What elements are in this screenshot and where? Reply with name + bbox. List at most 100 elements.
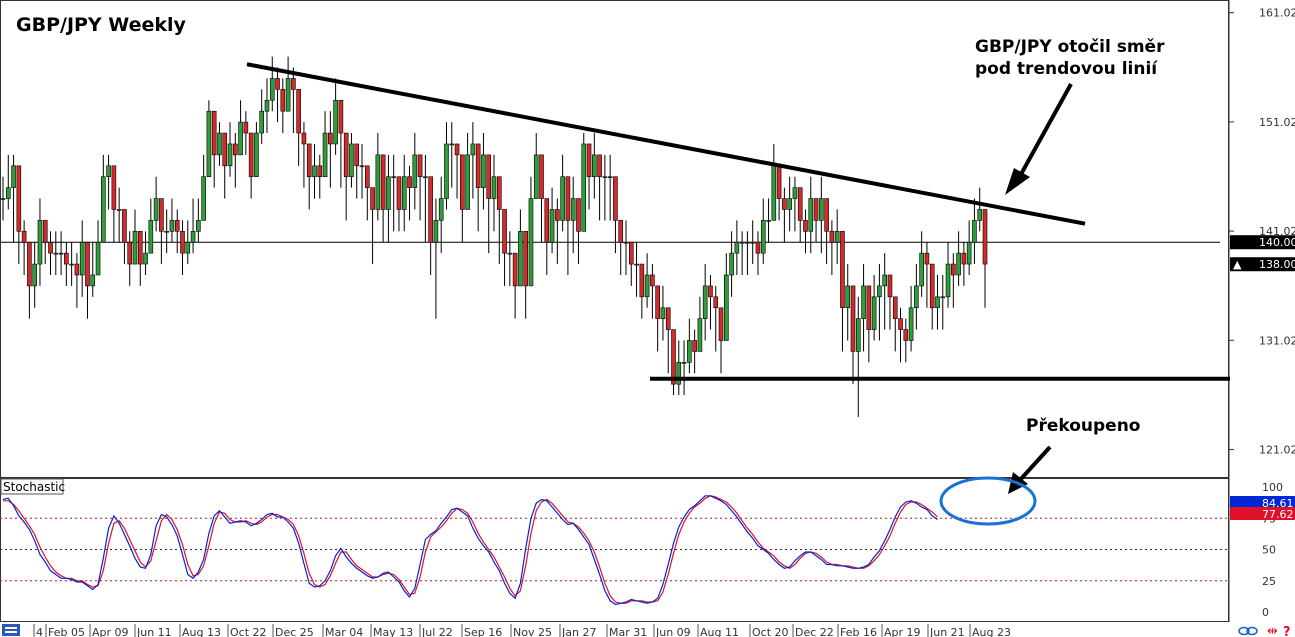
candles	[0, 56, 988, 417]
candle	[877, 264, 882, 341]
trend-annotation-arrow	[1018, 83, 1073, 177]
candle	[248, 132, 254, 199]
trend-line	[246, 62, 1086, 226]
candle-body	[433, 220, 439, 243]
menu-icon[interactable]	[2, 624, 20, 636]
candle-body	[16, 165, 22, 232]
candle	[713, 285, 719, 352]
candle-body	[53, 252, 59, 255]
candle-body	[132, 231, 138, 265]
candle	[74, 253, 80, 308]
date-tick-label: Apr 19	[884, 626, 921, 637]
candle-body	[650, 274, 655, 287]
candle-body	[27, 241, 32, 287]
candle-body	[523, 231, 528, 287]
candle-body	[877, 285, 882, 298]
candle-body	[750, 241, 755, 244]
price-tick-label: 151.02	[1259, 116, 1295, 129]
candle-body	[396, 176, 402, 210]
link-icon[interactable]	[1238, 626, 1258, 636]
candle	[285, 56, 291, 112]
stochastic-tick-label: 0	[1262, 606, 1269, 619]
stochastic-value-text: 84.61	[1262, 497, 1294, 510]
date-tick-label: May 13	[373, 626, 413, 637]
candle-body	[697, 318, 703, 352]
price-label-text: 138.00	[1259, 258, 1295, 271]
candle	[333, 78, 338, 155]
candle	[750, 220, 755, 265]
candle-body	[153, 198, 159, 221]
candle	[787, 176, 792, 232]
candle	[27, 241, 32, 319]
candle	[201, 154, 206, 221]
candle	[586, 143, 592, 210]
candle	[206, 100, 212, 178]
date-tick-label: Dec 22	[795, 626, 834, 637]
candle-body	[111, 165, 117, 210]
candle	[502, 209, 507, 286]
candle-body	[122, 209, 127, 243]
candle-body	[898, 318, 903, 330]
trend-annotation-line: GBP/JPY otočil směr	[975, 37, 1165, 57]
date-tick-label: Mar 04	[325, 626, 363, 637]
candle-body	[460, 154, 465, 210]
stochastic-tick-label: 50	[1262, 544, 1276, 557]
price-tick-label: 161.02	[1259, 7, 1295, 20]
date-tick-label: Mar 31	[609, 626, 647, 637]
candle-body	[444, 143, 449, 199]
date-tick-label: Nov 25	[513, 626, 552, 637]
candle	[560, 154, 565, 232]
candle-body	[829, 231, 835, 243]
candle-body	[64, 252, 69, 265]
candle-body	[718, 307, 724, 341]
candle-body	[560, 176, 565, 221]
candle-body	[549, 209, 555, 243]
candle	[11, 154, 16, 243]
price-tick-label: 141.02	[1259, 225, 1295, 238]
candle	[597, 154, 602, 221]
candle-body	[692, 340, 697, 352]
candle	[190, 198, 196, 254]
candle-body	[322, 132, 328, 178]
date-tick-label: Jun 21	[929, 626, 965, 637]
date-tick-label: 4	[36, 626, 43, 637]
candle-body	[159, 198, 164, 232]
candle	[718, 307, 724, 374]
candle	[533, 133, 539, 199]
candle-body	[702, 285, 708, 319]
trend-annotation: GBP/JPY otočil směr pod trendovou linií	[975, 37, 1165, 79]
candle	[90, 242, 96, 297]
candle	[354, 143, 360, 199]
candle-body	[972, 220, 977, 243]
trend-arrow-head	[1005, 168, 1030, 195]
candle	[37, 198, 43, 286]
candle	[972, 198, 977, 265]
candle	[708, 274, 713, 330]
candle	[692, 329, 697, 374]
candle	[977, 187, 983, 232]
candle	[174, 209, 180, 254]
candle-body	[291, 78, 296, 90]
price-label-text: 140.00	[1259, 236, 1295, 249]
date-tick-label: Aug 11	[700, 626, 739, 637]
help-icon[interactable]: ?	[1283, 625, 1291, 637]
candle-body	[882, 274, 887, 287]
candle	[359, 143, 365, 199]
candle	[908, 285, 914, 352]
candle	[676, 340, 682, 396]
candle-body	[734, 241, 740, 254]
candle-body	[945, 263, 951, 298]
candle-body	[454, 143, 460, 156]
candle	[929, 263, 935, 330]
candle-body	[185, 241, 191, 254]
candle-body	[401, 176, 407, 210]
candle-body	[74, 263, 80, 276]
candle	[924, 242, 930, 308]
candle-body	[518, 231, 523, 287]
candle	[85, 241, 90, 319]
candle	[95, 220, 101, 276]
resize-arrows-icon[interactable]: ⇹	[1267, 624, 1278, 637]
candle-body	[935, 296, 940, 309]
stochastic-k-line	[2, 495, 938, 606]
candle-body	[951, 263, 956, 276]
